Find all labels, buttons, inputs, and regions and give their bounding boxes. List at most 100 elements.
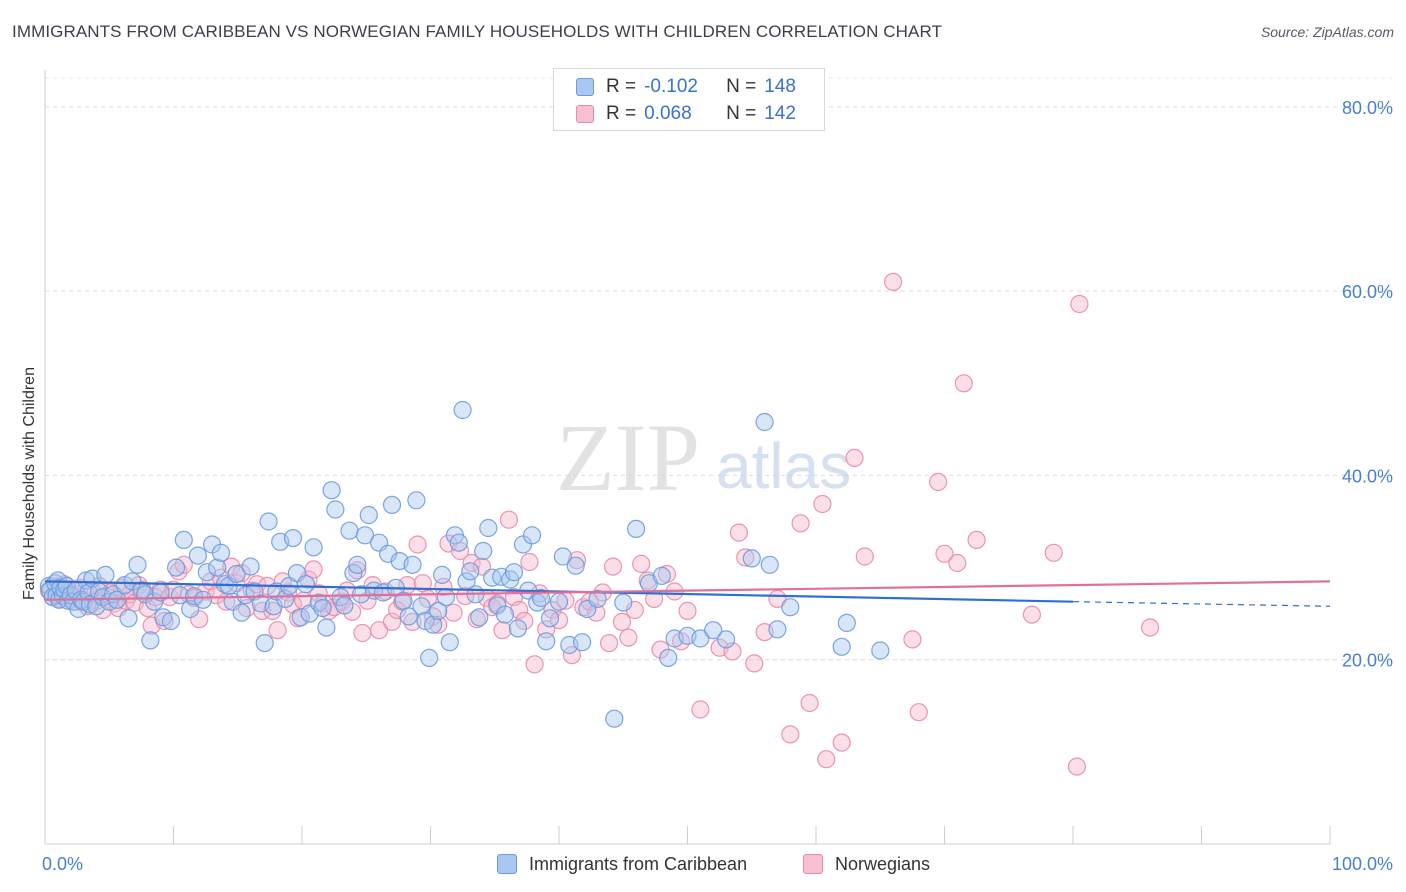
data-point-norwegians (954, 374, 973, 393)
data-point-norwegians (603, 557, 623, 576)
data-point-caribbean (348, 555, 367, 574)
data-point-caribbean (211, 543, 231, 562)
data-point-caribbean (399, 607, 418, 626)
data-point-norwegians (515, 611, 534, 631)
axes (44, 70, 1331, 845)
data-point-caribbean (768, 620, 787, 639)
data-point-norwegians (467, 610, 486, 629)
data-point-caribbean (474, 541, 493, 561)
data-point-caribbean (781, 598, 800, 617)
data-point-caribbean (553, 547, 573, 566)
data-point-norwegians (678, 601, 697, 621)
data-point-caribbean (317, 618, 336, 637)
data-point-caribbean (403, 555, 422, 574)
data-point-caribbean (837, 613, 856, 633)
data-point-norwegians (444, 603, 463, 622)
data-point-caribbean (283, 528, 303, 548)
data-point-norwegians (935, 544, 954, 563)
data-point-caribbean (412, 597, 431, 616)
data-point-norwegians (1070, 294, 1089, 314)
data-point-caribbean (440, 633, 459, 652)
data-point-norwegians (520, 552, 539, 572)
data-point-caribbean (588, 589, 607, 609)
y-tick-label: 80.0% (1342, 98, 1393, 118)
legend-n-label: N = (726, 76, 757, 97)
data-point-norwegians (493, 621, 512, 640)
data-point-norwegians (1140, 618, 1160, 637)
legend-swatch-pink (576, 105, 594, 123)
data-point-caribbean (291, 608, 310, 627)
data-point-norwegians (232, 563, 251, 583)
data-point-norwegians (599, 633, 619, 653)
data-point-norwegians (691, 700, 710, 719)
data-point-caribbean (340, 521, 359, 540)
legend-n-value: 142 (764, 103, 796, 124)
y-tick-label: 60.0% (1342, 282, 1393, 302)
data-point-caribbean (429, 601, 448, 621)
data-point-norwegians (967, 530, 986, 550)
data-point-caribbean (572, 633, 592, 652)
data-point-caribbean (461, 562, 480, 581)
data-point-caribbean (382, 495, 402, 514)
data-point-caribbean (832, 637, 851, 656)
data-point-caribbean (704, 621, 723, 640)
data-point-norwegians (909, 703, 928, 722)
data-point-norwegians (832, 733, 851, 752)
data-point-caribbean (652, 566, 671, 586)
data-point-caribbean (691, 629, 710, 648)
data-point-norwegians (1067, 757, 1087, 776)
y-tick-label: 20.0% (1342, 651, 1393, 671)
data-point-caribbean (141, 631, 160, 650)
data-point-caribbean (359, 505, 378, 525)
data-point-caribbean (626, 519, 646, 539)
data-point-norwegians (632, 554, 651, 574)
watermark-atlas: atlas (716, 430, 851, 502)
data-point-norwegians (408, 535, 427, 554)
data-point-caribbean (227, 564, 246, 584)
data-point-caribbean (424, 615, 443, 634)
data-point-caribbean (605, 709, 624, 728)
legend-row-norwegians: R = 0.068 N = 142 (554, 101, 796, 127)
data-point-caribbean (540, 609, 560, 628)
data-point-caribbean (508, 619, 528, 638)
data-point-caribbean (236, 586, 255, 605)
watermark-zip: ZIP (556, 404, 700, 511)
trend-lines (44, 580, 1331, 607)
data-point-caribbean (659, 648, 678, 668)
data-point-caribbean (185, 586, 204, 606)
data-point-caribbean (537, 632, 556, 651)
data-point-caribbean (188, 546, 207, 565)
data-point-norwegians (587, 603, 606, 622)
bottom-legend-norwegians[interactable]: Norwegians (803, 852, 930, 876)
legend-r-label: R = (606, 103, 637, 124)
data-point-caribbean (871, 641, 890, 660)
data-point-caribbean (241, 557, 260, 576)
data-point-caribbean (755, 412, 774, 432)
data-point-caribbean (436, 587, 455, 607)
data-point-norwegians (525, 655, 544, 674)
bottom-legend-label: Norwegians (835, 853, 931, 874)
legend-r-value: 0.068 (644, 103, 692, 124)
data-point-norwegians (800, 693, 819, 713)
data-point-caribbean (322, 481, 341, 500)
data-point-caribbean (119, 609, 138, 628)
data-point-norwegians (619, 628, 638, 647)
data-point-caribbean (760, 555, 779, 574)
data-point-norwegians (791, 514, 810, 533)
data-point-norwegians (855, 547, 874, 566)
data-point-caribbean (128, 555, 147, 574)
bottom-legend-caribbean[interactable]: Immigrants from Caribbean (497, 852, 747, 876)
data-point-norwegians (353, 623, 372, 643)
data-point-norwegians (309, 584, 328, 603)
data-point-norwegians (549, 610, 569, 630)
data-point-caribbean (304, 538, 323, 557)
data-point-caribbean (296, 575, 315, 594)
data-point-norwegians (883, 272, 903, 291)
data-point-caribbean (453, 400, 472, 420)
data-point-caribbean (167, 558, 186, 577)
data-point-caribbean (174, 530, 193, 550)
data-point-caribbean (344, 563, 363, 583)
data-point-caribbean (255, 633, 274, 653)
data-point-norwegians (510, 600, 529, 620)
